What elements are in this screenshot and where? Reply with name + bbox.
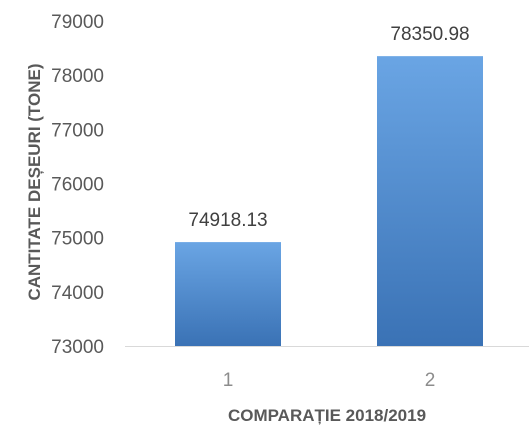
y-tick-label: 73000: [51, 337, 104, 358]
x-tick-label: 1: [223, 370, 234, 391]
y-tick-label: 75000: [51, 229, 104, 250]
bar-2: [377, 56, 483, 347]
y-tick-label: 77000: [51, 120, 104, 141]
bar-value-label: 78350.98: [390, 24, 469, 45]
x-axis-title: COMPARAȚIE 2018/2019: [228, 406, 426, 425]
y-tick-label: 79000: [51, 12, 104, 33]
bar-1: [175, 242, 281, 346]
y-tick-label: 74000: [51, 283, 104, 304]
data-labels: 74918.13 78350.98: [188, 24, 469, 231]
y-tick-label: 78000: [51, 66, 104, 87]
y-axis-ticks: 73000 74000 75000 76000 77000 78000 79000: [51, 12, 104, 358]
x-tick-label: 2: [425, 370, 436, 391]
bars: [175, 56, 483, 347]
y-axis-title: CANTITATE DEȘEURI (TONE): [25, 63, 44, 300]
bar-value-label: 74918.13: [188, 210, 267, 231]
y-tick-label: 76000: [51, 175, 104, 196]
